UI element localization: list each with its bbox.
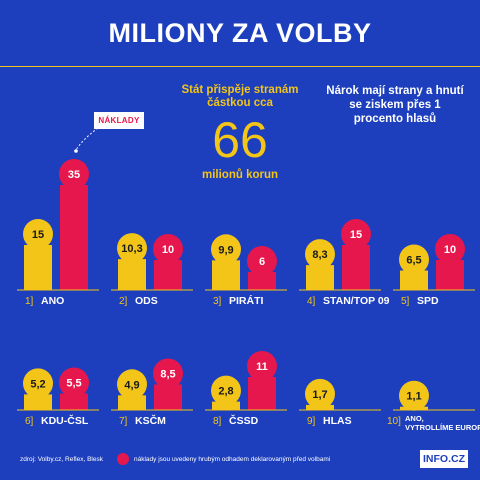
- party-10-name: ANO,VYTROLLÍME EUROPARLAMENT: [405, 414, 480, 432]
- party-4-yellow-bar: [306, 265, 334, 290]
- party-9-rank: 9]: [307, 416, 316, 427]
- eligibility-note: Nárok mají strany a hnutí se ziskem přes…: [326, 85, 464, 125]
- party-3-yellow-bar: [212, 260, 240, 290]
- party-5-name: SPD: [417, 295, 439, 307]
- party-8-yellow-value: 2,8: [218, 386, 233, 398]
- party-6-rank: 6]: [25, 416, 34, 427]
- party-8-yellow-bar: [212, 401, 240, 410]
- party-4-red-value: 15: [350, 229, 362, 241]
- party-5-rank: 5]: [401, 296, 410, 307]
- party-9-yellow-bubble: [305, 378, 335, 409]
- contribution-caption: Stát přispěje stranám částkou cca: [181, 84, 299, 109]
- party-1-yellow-bar: [24, 245, 52, 290]
- party-5-yellow-bar: [400, 270, 428, 290]
- party-7-yellow-bubble: [117, 369, 147, 400]
- party-10-yellow-bubble: [399, 380, 429, 411]
- party-6-red-bubble: [59, 367, 89, 398]
- contribution-unit: milionů korun: [201, 169, 279, 181]
- party-1-rank: 1]: [25, 296, 34, 307]
- party-7-red-value: 8,5: [160, 369, 175, 381]
- party-5-red-value: 10: [444, 244, 456, 256]
- party-4-yellow-bubble: [305, 239, 335, 270]
- party-4-yellow-value: 8,3: [312, 249, 327, 261]
- costs-callout-label: NÁKLADY: [94, 112, 144, 129]
- party-10-rank: 10]: [387, 416, 401, 427]
- party-2-yellow-bar: [118, 259, 146, 290]
- party-8-red-value: 11: [256, 361, 268, 373]
- party-9-name: HLAS: [323, 415, 352, 427]
- party-3-yellow-value: 9,9: [218, 244, 233, 256]
- party-7-red-bar: [154, 384, 182, 410]
- party-6-red-bar: [60, 393, 88, 410]
- party-5-yellow-bubble: [399, 244, 429, 275]
- party-9-yellow-value: 1,7: [312, 389, 327, 401]
- party-3-yellow-bubble: [211, 234, 241, 265]
- callout-arrow: [75, 127, 99, 151]
- party-10-yellow-value: 1,1: [406, 391, 421, 403]
- party-1-yellow-value: 15: [32, 229, 44, 241]
- party-2-yellow-value: 10,3: [121, 243, 142, 255]
- party-8-red-bar: [248, 377, 276, 410]
- party-7-yellow-value: 4,9: [124, 379, 139, 391]
- party-2-rank: 2]: [119, 296, 128, 307]
- party-5-red-bubble: [435, 234, 465, 264]
- party-1-red-bar: [60, 185, 88, 290]
- party-6-red-value: 5,5: [66, 378, 81, 390]
- party-2-red-value: 10: [162, 244, 174, 256]
- party-2-name: ODS: [135, 295, 158, 307]
- party-8-name: ČSSD: [229, 414, 259, 427]
- party-7-name: KSČM: [135, 414, 166, 427]
- party-3-rank: 3]: [213, 296, 222, 307]
- party-8-yellow-bubble: [211, 375, 241, 406]
- callout-arrow-tip: [74, 149, 78, 153]
- brand-logo: INFO.CZ: [420, 450, 468, 468]
- party-2-red-bubble: [153, 234, 183, 264]
- party-7-rank: 7]: [119, 416, 128, 427]
- party-4-red-bubble: [341, 219, 371, 249]
- party-8-red-bubble: [247, 351, 277, 381]
- title-divider: [0, 66, 480, 67]
- party-4-red-bar: [342, 245, 370, 290]
- party-8-rank: 8]: [213, 416, 222, 427]
- party-3-red-bar: [248, 272, 276, 290]
- party-6-yellow-bar: [24, 394, 52, 410]
- party-3-name: PIRÁTI: [229, 294, 264, 307]
- party-5-red-bar: [436, 260, 464, 290]
- party-7-red-bubble: [153, 358, 183, 389]
- party-1-yellow-bubble: [23, 219, 53, 249]
- party-2-red-bar: [154, 260, 182, 290]
- party-4-name: STAN/TOP 09: [323, 295, 390, 307]
- party-2-yellow-bubble: [117, 233, 147, 264]
- legend-costs-swatch: [117, 453, 129, 465]
- party-5-yellow-value: 6,5: [406, 255, 421, 267]
- party-3-red-value: 6: [259, 256, 265, 268]
- legend-costs-label: náklady jsou uvedeny hrubým odhadem dekl…: [134, 456, 331, 463]
- page-title: MILIONY ZA VOLBY: [108, 18, 372, 48]
- party-6-yellow-bubble: [23, 368, 53, 399]
- party-6-yellow-value: 5,2: [30, 378, 45, 390]
- party-6-name: KDU-ČSL: [41, 414, 89, 427]
- contribution-amount: 66: [212, 112, 268, 168]
- party-4-rank: 4]: [307, 296, 316, 307]
- party-7-yellow-bar: [118, 395, 146, 410]
- party-1-name: ANO: [41, 295, 64, 307]
- party-1-red-value: 35: [68, 169, 80, 181]
- party-3-red-bubble: [247, 246, 277, 276]
- party-1-red-bubble: [59, 159, 89, 189]
- source-note: zdroj: Volby.cz, Reflex, Blesk: [20, 456, 103, 463]
